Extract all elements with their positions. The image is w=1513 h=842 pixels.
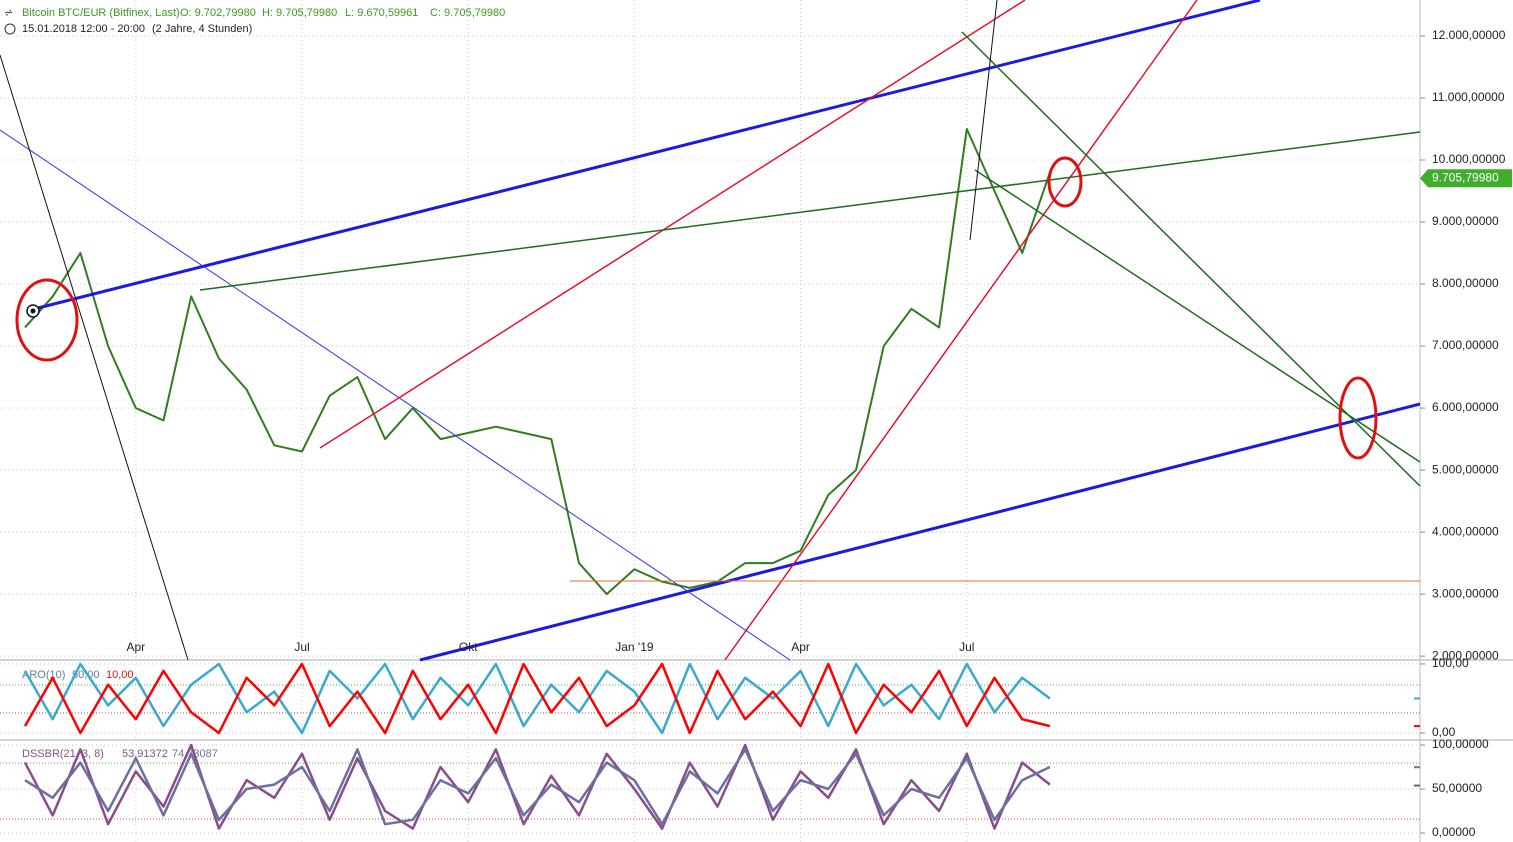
trendline [974, 169, 1421, 463]
legend-value: 53,91372 [122, 748, 168, 760]
ohlc: L: 9.670,59961 [345, 7, 418, 19]
y-tick-label: 2.000,00000 [1432, 648, 1499, 662]
trendline [29, 0, 1261, 312]
chart-title: Bitcoin BTC/EUR (Bitfinex, Last) [22, 7, 180, 19]
highlight-circle [1338, 376, 1378, 460]
x-tick-label: Jul [959, 640, 974, 654]
y-tick-label: 11.000,00000 [1432, 90, 1505, 104]
legend-value: 10,00 [106, 669, 134, 681]
trendline [0, 54, 189, 661]
y-tick-label: 3.000,00000 [1432, 586, 1499, 600]
x-tick-label: Jul [294, 640, 309, 654]
anchor-point [30, 308, 36, 314]
subtitle: 15.01.2018 12:00 - 20:00 [22, 23, 145, 35]
legend-box [4, 668, 166, 682]
y-tick-label: 12.000,00000 [1432, 28, 1506, 42]
y-tick-label: 9.000,00000 [1432, 214, 1499, 228]
icon: ⩫ [4, 7, 13, 19]
trendlines [0, 0, 1421, 662]
y-tick-label: 100,00 [1432, 656, 1469, 670]
legend-value: 50,00 [72, 669, 100, 681]
clock-icon [4, 23, 16, 35]
y-tick-label: 100,00000 [1432, 737, 1489, 751]
indicator-title: DSSBR(21, 3, 8) [22, 748, 104, 760]
trendline [319, 0, 1026, 449]
x-tick-label: Okt [459, 640, 478, 654]
series-line [24, 748, 1051, 826]
series-line [23, 662, 1051, 735]
y-tick-label: 4.000,00000 [1432, 524, 1499, 538]
indicator-title: ARO(10) [22, 669, 65, 681]
y-tick-label: 7.000,00000 [1432, 338, 1499, 352]
x-tick-label: Jan '19 [615, 640, 654, 654]
y-tick-label: 5.000,00000 [1432, 462, 1499, 476]
y-tick-label: 0,00 [1432, 725, 1456, 739]
y-tick-label: 10.000,00000 [1432, 152, 1506, 166]
trendline [0, 129, 791, 661]
y-tick-label: 0,00000 [1432, 825, 1476, 839]
trendline [199, 131, 1421, 291]
trendline [419, 402, 1421, 662]
y-tick-label: 6.000,00000 [1432, 400, 1499, 414]
highlight-circle [15, 278, 79, 362]
ohlc: H: 9.705,79980 [262, 7, 337, 19]
y-tick-label: 8.000,00000 [1432, 276, 1499, 290]
highlight-circle [1047, 156, 1083, 208]
period: (2 Jahre, 4 Stunden) [152, 23, 252, 35]
trendline [724, 0, 1198, 661]
ohlc: C: 9.705,79980 [430, 7, 505, 19]
trendline [961, 31, 1421, 487]
ohlc: O: 9.702,79980 [180, 7, 256, 19]
y-tick-label: 50,00000 [1432, 781, 1482, 795]
last-price-tag [1420, 169, 1512, 188]
last-price-label: 9.705,79980 [1432, 170, 1499, 184]
trendline [969, 0, 998, 241]
x-tick-label: Apr [126, 640, 145, 654]
series-line [24, 128, 1051, 596]
legend-box [4, 747, 210, 761]
x-tick-label: Apr [791, 640, 810, 654]
series-line [23, 662, 1051, 735]
